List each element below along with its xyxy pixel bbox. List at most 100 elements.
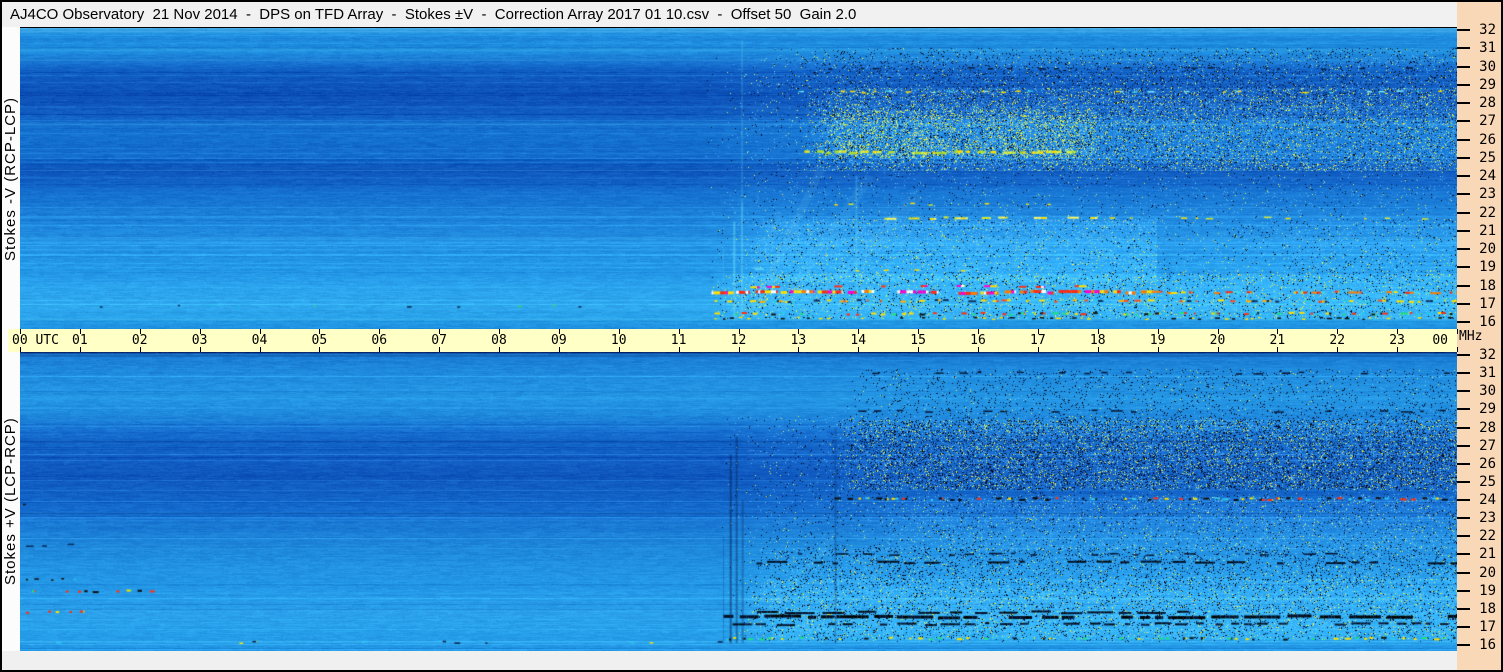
freq-tick	[1457, 462, 1470, 465]
freq-tick-label: 30	[1479, 383, 1496, 400]
freq-tick	[1457, 444, 1470, 447]
freq-tick-label: 22	[1479, 528, 1496, 545]
time-tick	[738, 329, 740, 334]
freq-tick-label: 23	[1479, 186, 1496, 203]
freq-tick-label: 22	[1479, 204, 1496, 221]
time-tick	[199, 329, 201, 334]
freq-tick	[1457, 517, 1470, 520]
freq-tick-label: 28	[1479, 95, 1496, 111]
freq-tick-label: 27	[1479, 113, 1496, 130]
time-tick-label: 11	[670, 333, 687, 348]
time-tick-label: 18	[1089, 333, 1106, 348]
time-tick	[20, 347, 21, 352]
time-tick-label: 07	[431, 333, 447, 348]
time-tick-label: 10	[610, 333, 627, 348]
time-tick	[618, 329, 620, 334]
time-tick	[319, 329, 321, 334]
time-tick	[199, 347, 201, 352]
freq-tick-label: 23	[1479, 510, 1496, 527]
time-tick	[1397, 347, 1399, 352]
time-tick	[1037, 347, 1039, 352]
freq-tick-label: 24	[1479, 492, 1496, 508]
freq-tick-label: 19	[1479, 259, 1496, 276]
freq-tick-label: 26	[1479, 455, 1496, 472]
time-tick	[1217, 347, 1219, 352]
freq-tick	[1457, 248, 1470, 250]
frequency-scale-strip	[1457, 2, 1501, 670]
time-tick	[1397, 329, 1399, 334]
freq-tick	[1457, 65, 1470, 68]
freq-tick-label: 28	[1479, 419, 1496, 436]
freq-tick-label: 21	[1479, 546, 1496, 563]
freq-tick-label: 31	[1479, 365, 1496, 382]
freq-tick	[1457, 229, 1470, 232]
time-tick-label: 13	[790, 333, 807, 348]
freq-tick-label: 32	[1479, 347, 1496, 363]
freq-tick-label: 21	[1479, 222, 1496, 239]
freq-tick-label: 32	[1479, 22, 1496, 38]
time-tick	[499, 329, 500, 334]
time-tick	[618, 347, 620, 352]
time-tick-label: 20	[1209, 333, 1226, 348]
freq-tick	[1457, 102, 1470, 104]
freq-tick-label: 17	[1479, 295, 1496, 312]
time-tick-label: 08	[491, 333, 507, 348]
time-tick	[1097, 329, 1099, 334]
time-tick	[858, 329, 860, 334]
freq-tick	[1457, 175, 1470, 177]
freq-tick-label: 30	[1479, 58, 1496, 75]
time-tick	[79, 329, 81, 334]
time-tick	[858, 347, 860, 352]
freq-tick	[1457, 211, 1470, 214]
time-tick	[20, 329, 21, 334]
freq-tick	[1457, 571, 1470, 574]
freq-tick	[1457, 499, 1470, 501]
freq-tick-label: 31	[1479, 40, 1496, 57]
time-tick	[1337, 347, 1339, 352]
freq-tick	[1457, 354, 1470, 356]
time-tick-label: 16	[970, 333, 986, 348]
freq-tick	[1457, 390, 1470, 393]
time-tick	[678, 347, 680, 352]
time-tick	[1457, 329, 1458, 334]
time-tick	[1337, 329, 1339, 334]
time-tick	[1277, 329, 1279, 334]
time-tick	[1457, 347, 1458, 352]
time-tick-label: 22	[1329, 333, 1346, 348]
freq-tick	[1457, 47, 1470, 50]
time-tick	[259, 347, 261, 352]
freq-tick	[1457, 480, 1470, 483]
freq-tick-label: 29	[1479, 401, 1496, 418]
freq-tick-label: 20	[1479, 564, 1496, 581]
freq-tick	[1457, 284, 1470, 287]
time-tick-label: 00 UTC	[12, 333, 59, 348]
panel-label-stokes-negative-v: Stokes -V (RCP-LCP)	[2, 96, 19, 261]
freq-tick	[1457, 138, 1470, 141]
freq-tick-label: 18	[1479, 277, 1496, 294]
freq-tick-label: 29	[1479, 76, 1496, 93]
time-tick-label: 04	[251, 333, 268, 348]
time-tick	[439, 347, 441, 352]
time-tick	[1157, 329, 1159, 334]
time-tick-label: 23	[1389, 333, 1405, 348]
time-tick	[978, 329, 979, 334]
time-tick-label: 19	[1149, 333, 1166, 348]
time-tick-label: 00	[1432, 333, 1448, 348]
freq-tick	[1457, 120, 1470, 123]
freq-tick	[1457, 535, 1470, 538]
time-tick	[259, 329, 261, 334]
time-tick	[499, 347, 500, 352]
time-tick-label: 15	[910, 333, 926, 348]
time-tick	[798, 329, 800, 334]
spectrogram-stokes-negative-v	[20, 28, 1457, 329]
time-tick	[379, 347, 381, 352]
freq-tick	[1457, 589, 1470, 592]
time-tick-label: 17	[1030, 333, 1046, 348]
freq-tick	[1457, 644, 1470, 646]
freq-tick	[1457, 266, 1470, 269]
freq-tick-label: 20	[1479, 241, 1496, 257]
freq-tick	[1457, 302, 1470, 305]
freq-tick	[1457, 193, 1470, 196]
freq-tick-label: 16	[1479, 314, 1496, 330]
